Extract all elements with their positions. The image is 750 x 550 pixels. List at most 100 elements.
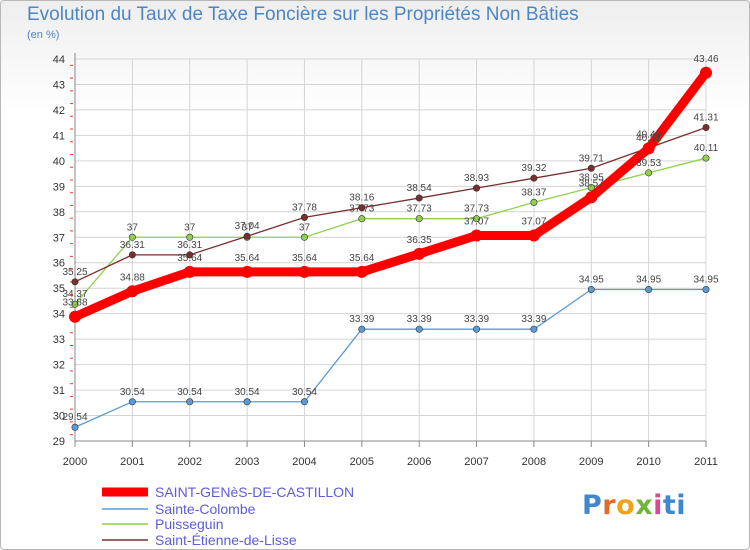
data-point xyxy=(355,265,368,278)
data-label: 37.73 xyxy=(407,204,432,215)
data-point xyxy=(587,184,595,192)
data-point xyxy=(702,154,710,162)
data-label: 36.31 xyxy=(177,240,202,251)
y-tick-label: 41 xyxy=(53,130,65,142)
data-point xyxy=(702,285,710,293)
logo-letter: t xyxy=(662,490,677,521)
data-label: 33.39 xyxy=(349,314,374,325)
data-label: 38.54 xyxy=(407,183,432,194)
data-label: 39.53 xyxy=(636,158,661,169)
data-point xyxy=(473,184,481,192)
data-point xyxy=(300,398,308,406)
data-point xyxy=(413,247,426,260)
series-line-3 xyxy=(74,126,707,283)
data-point xyxy=(530,325,538,333)
data-point xyxy=(585,191,598,204)
data-label: 38.16 xyxy=(349,193,374,204)
data-label: 37 xyxy=(184,222,196,233)
data-label: 37.07 xyxy=(464,216,489,227)
data-label: 30.54 xyxy=(292,387,317,398)
data-label: 33.88 xyxy=(62,298,87,309)
data-point xyxy=(645,285,653,293)
data-point xyxy=(587,285,595,293)
data-point xyxy=(186,233,194,241)
data-label: 34.95 xyxy=(636,274,661,285)
data-label: 35.64 xyxy=(292,253,317,264)
data-point xyxy=(298,265,311,278)
y-tick-label: 40 xyxy=(53,156,65,168)
data-label: 37 xyxy=(127,222,139,233)
y-tick-label: 42 xyxy=(53,105,65,117)
y-tick-label: 37 xyxy=(53,232,65,244)
data-point xyxy=(300,213,308,221)
data-point xyxy=(69,310,81,323)
data-label: 37.04 xyxy=(235,221,260,232)
data-label: 33.39 xyxy=(521,314,546,325)
x-tick-label: 2003 xyxy=(235,456,259,468)
legend-label: Puisseguin xyxy=(155,516,224,532)
data-point xyxy=(71,423,79,431)
data-point xyxy=(473,215,481,223)
x-tick-label: 2000 xyxy=(63,456,87,468)
y-tick-label: 38 xyxy=(53,207,65,219)
data-label: 30.54 xyxy=(235,387,260,398)
x-tick-label: 2011 xyxy=(694,456,718,468)
y-tick-label: 32 xyxy=(53,360,65,372)
data-point xyxy=(358,215,366,223)
data-label: 30.54 xyxy=(120,387,145,398)
data-point xyxy=(128,251,136,259)
data-label: 37.73 xyxy=(464,204,489,215)
data-label: 38.93 xyxy=(464,173,489,184)
data-point xyxy=(470,229,483,242)
logo-letter: r xyxy=(602,490,617,521)
series-line-0 xyxy=(70,68,711,322)
x-tick-label: 2009 xyxy=(579,456,603,468)
y-tick-label: 29 xyxy=(53,436,65,448)
data-label: 36.35 xyxy=(407,235,432,246)
data-point xyxy=(642,142,655,155)
data-point xyxy=(527,229,540,242)
y-tick-label: 36 xyxy=(53,258,65,270)
x-tick-label: 2007 xyxy=(464,456,488,468)
series-layer xyxy=(69,66,712,431)
legend-label: Sainte-Colombe xyxy=(155,501,256,517)
x-tick-label: 2002 xyxy=(177,456,201,468)
data-label: 37.78 xyxy=(292,202,317,213)
data-label: 34.37 xyxy=(62,289,87,300)
logo-letter: P xyxy=(582,490,603,521)
data-label: 34.88 xyxy=(120,272,145,283)
data-label: 39.71 xyxy=(579,153,604,164)
logo-letter: x xyxy=(635,490,654,521)
data-label: 41.31 xyxy=(693,113,718,124)
chart-title: Evolution du Taux de Taxe Foncière sur l… xyxy=(27,4,579,25)
data-label: 36.31 xyxy=(120,240,145,251)
data-point xyxy=(415,325,423,333)
data-label: 39.32 xyxy=(521,163,546,174)
data-point xyxy=(241,265,254,278)
data-label: 43.46 xyxy=(693,54,718,65)
y-tick-label: 31 xyxy=(53,385,65,397)
legend-label: Saint-Étienne-de-Lisse xyxy=(155,532,297,548)
y-tick-label: 33 xyxy=(53,334,65,346)
data-point xyxy=(243,398,251,406)
data-label: 38.57 xyxy=(579,178,604,189)
data-point xyxy=(300,233,308,241)
x-tick-label: 2004 xyxy=(292,456,316,468)
data-point xyxy=(473,325,481,333)
data-label: 33.39 xyxy=(407,314,432,325)
data-point xyxy=(415,215,423,223)
data-point xyxy=(71,278,79,286)
y-tick-label: 44 xyxy=(53,54,65,66)
data-point xyxy=(700,66,712,79)
y-axis-unit: (en %) xyxy=(27,29,60,41)
grid xyxy=(74,58,707,442)
data-label: 40.51 xyxy=(636,133,661,144)
data-label: 37.73 xyxy=(349,204,374,215)
data-label: 35.64 xyxy=(235,253,260,264)
y-tick-label: 35 xyxy=(53,283,65,295)
data-point xyxy=(645,169,653,177)
legend: SAINT-GENèS-DE-CASTILLONSainte-ColombePu… xyxy=(102,484,354,548)
data-point xyxy=(126,285,139,298)
